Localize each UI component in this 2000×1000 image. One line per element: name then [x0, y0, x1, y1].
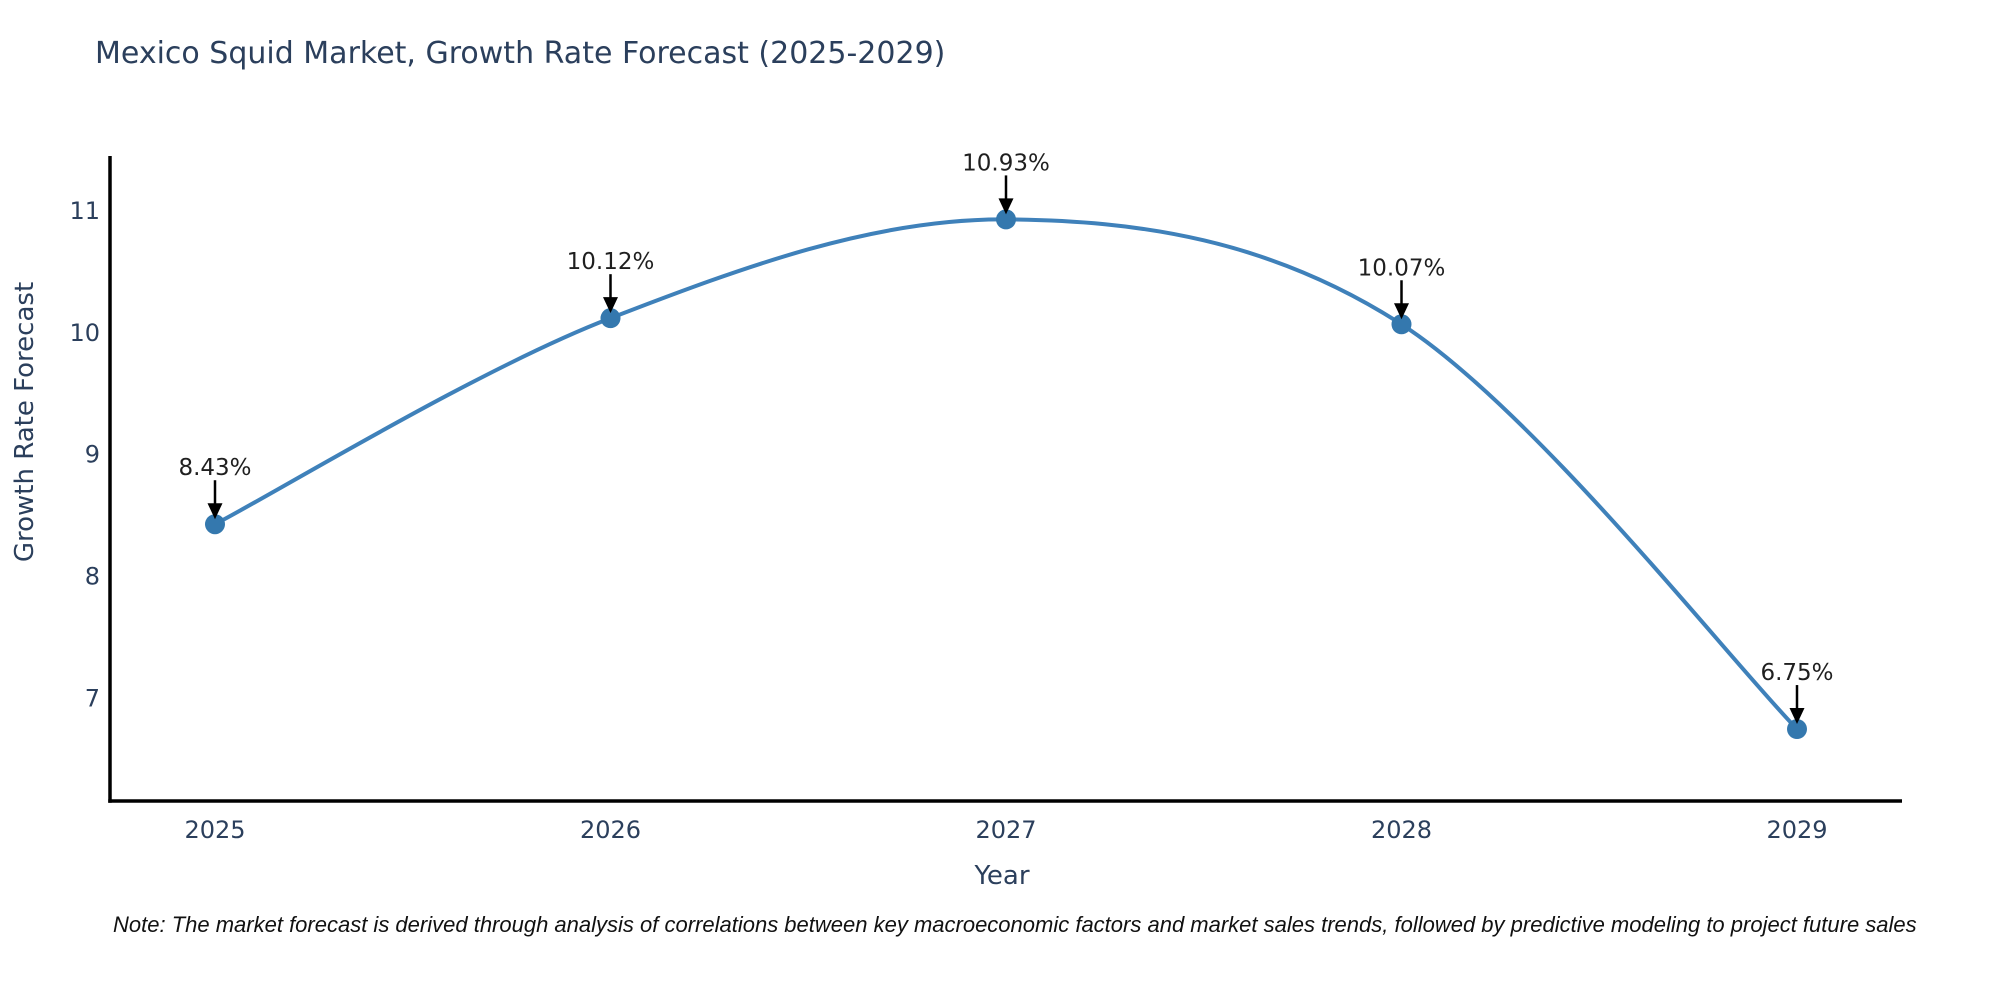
y-tick-label: 10: [69, 319, 100, 347]
y-tick-label: 7: [85, 685, 100, 713]
point-value-label: 6.75%: [1760, 660, 1833, 686]
x-axis-title: Year: [974, 861, 1030, 891]
y-tick-label: 11: [69, 197, 100, 225]
y-tick-label: 8: [85, 563, 100, 591]
data-point: [1787, 719, 1807, 740]
trend-line: [213, 217, 1799, 732]
x-tick-label: 2029: [1766, 816, 1827, 844]
point-value-label: 10.12%: [567, 249, 655, 275]
chart-title: Mexico Squid Market, Growth Rate Forecas…: [95, 36, 946, 71]
point-value-label: 8.43%: [178, 455, 251, 481]
point-value-label: 10.07%: [1358, 255, 1446, 281]
footnote: Note: The market forecast is derived thr…: [113, 912, 1917, 937]
annotation-arrowhead: [207, 503, 223, 520]
annotation-arrowhead: [1394, 303, 1409, 320]
annotation-arrowhead: [998, 198, 1014, 215]
data-point: [1391, 314, 1412, 335]
y-tick-label: 9: [85, 441, 100, 469]
data-point: [600, 308, 621, 329]
x-tick-label: 2028: [1371, 816, 1432, 844]
annotation-arrowhead: [1789, 708, 1805, 725]
x-tick-label: 2027: [975, 816, 1036, 844]
point-value-label: 10.93%: [962, 150, 1050, 176]
x-tick-label: 2025: [184, 816, 245, 844]
data-point: [205, 514, 225, 535]
annotation-arrowhead: [603, 297, 618, 314]
y-axis-title: Growth Rate Forecast: [10, 281, 40, 563]
x-tick-label: 2026: [580, 816, 641, 844]
data-point: [996, 209, 1016, 230]
